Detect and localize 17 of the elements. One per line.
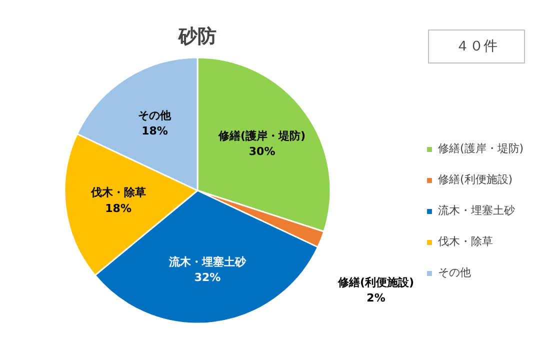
legend-label: その他 [438,265,471,280]
data-label: 32% [194,270,221,284]
data-label: 18% [142,124,168,138]
slice-label: 修繕(利便施設) [336,276,414,290]
data-label: 30% [248,144,276,158]
slice-label: 伐木・除草 [90,186,146,200]
legend-label: 伐木・除草 [438,234,493,249]
legend-label: 修繕(利便施設) [438,172,513,187]
slice-label: 修繕(護岸・堤防) [218,129,306,142]
text: ４０件 [456,38,498,54]
legend-label: 修繕(護岸・堤防) [438,141,524,156]
data-label: 2% [366,292,386,305]
legend-label: 流木・埋塞土砂 [438,203,515,218]
data-label: 18% [105,202,132,215]
slice-label: 流木・埋塞土砂 [168,255,247,268]
chart-title: 砂防 [178,26,216,48]
slice-label: その他 [138,108,172,122]
